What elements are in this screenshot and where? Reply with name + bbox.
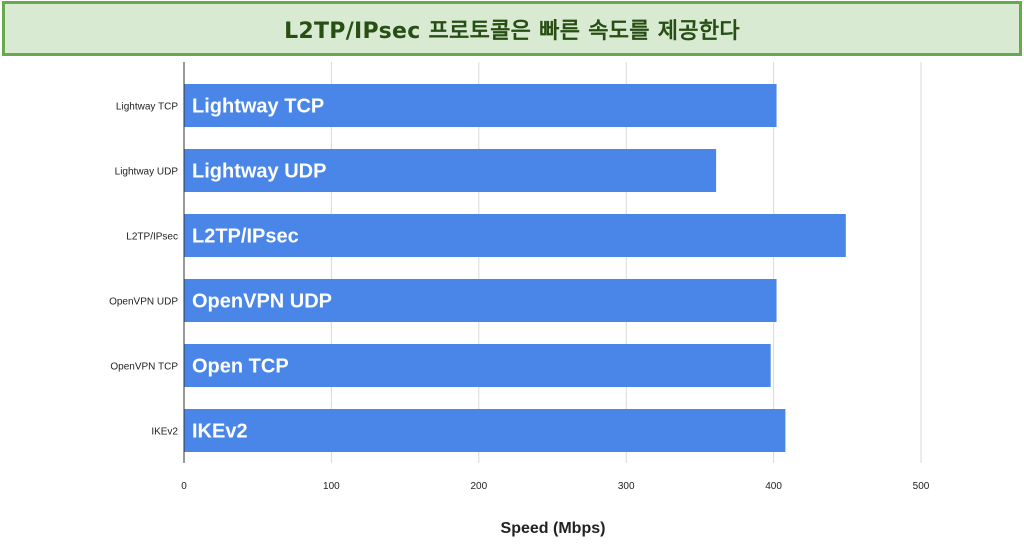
axes: 0 100 200 300 400 500 Lightway TCP Lightway UDP… bbox=[109, 62, 930, 492]
x-tick-label: 0 bbox=[181, 481, 187, 492]
y-tick-label: Lightway TCP bbox=[116, 102, 178, 113]
bar bbox=[184, 84, 777, 127]
x-tick-label: 100 bbox=[323, 481, 340, 492]
bars: Lightway TCP Lightway UDP L2TP/IPsec OpenVP… bbox=[184, 84, 846, 452]
bar bbox=[184, 149, 717, 192]
bar bbox=[184, 214, 846, 257]
bar-data-label: Open TCP bbox=[192, 356, 289, 378]
y-tick-label: L2TP/IPsec bbox=[126, 232, 178, 243]
y-tick-label: OpenVPN UDP bbox=[109, 297, 178, 308]
bar bbox=[184, 344, 771, 387]
x-axis-title: Speed (Mbps) bbox=[501, 520, 606, 537]
y-tick-label: Lightway UDP bbox=[115, 167, 179, 178]
x-tick-label: 400 bbox=[765, 481, 782, 492]
grid-lines bbox=[330, 62, 922, 463]
y-tick-label: IKEv2 bbox=[151, 427, 178, 438]
y-tick-label: OpenVPN TCP bbox=[110, 362, 178, 373]
bar-data-label: OpenVPN UDP bbox=[192, 291, 332, 313]
x-tick-label: 200 bbox=[470, 481, 487, 492]
bar-data-label: Lightway UDP bbox=[192, 161, 326, 183]
bar-data-label: Lightway TCP bbox=[192, 96, 324, 118]
bar bbox=[184, 279, 777, 322]
x-tick-label: 300 bbox=[618, 481, 635, 492]
bar bbox=[184, 409, 786, 452]
bar-data-label: IKEv2 bbox=[192, 421, 248, 443]
x-tick-label: 500 bbox=[913, 481, 930, 492]
bar-data-label: L2TP/IPsec bbox=[192, 226, 299, 248]
chart-title: L2TP/IPsec 프로토콜은 빠른 속도를 제공한다 bbox=[284, 18, 740, 44]
chart-title-banner: L2TP/IPsec 프로토콜은 빠른 속도를 제공한다 bbox=[2, 1, 1022, 56]
